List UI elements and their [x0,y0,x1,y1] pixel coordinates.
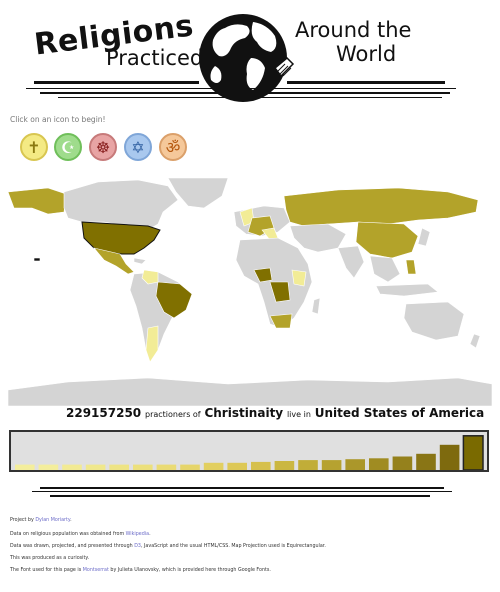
footer-line-4: This was produced as a curiosity. [10,556,90,561]
country-antarctica[interactable] [8,377,492,406]
country-bar-15[interactable] [345,459,365,470]
header-subtitle-right-line2: World [336,42,397,66]
country-australia[interactable] [403,301,465,341]
country-bar-12[interactable] [274,461,295,470]
stat-mid1: practioners of [144,410,201,419]
country-bar-11[interactable] [251,461,271,470]
religion-button-christianity[interactable]: ✝ [20,133,48,161]
country-se-asia[interactable] [369,255,401,283]
country-russia[interactable] [283,187,479,227]
author-link[interactable]: Dylan Moriarty [35,518,71,523]
country-alaska[interactable] [8,187,67,215]
header-rule [34,81,199,84]
country-congo[interactable] [269,281,291,303]
country-nigeria[interactable] [253,267,273,283]
country-bar-8[interactable] [180,464,200,470]
country-bar-18[interactable] [416,453,436,470]
footer-text: , JavaScript and the usual HTML/CSS. Map… [140,544,326,549]
country-hawaii[interactable] [33,257,41,262]
footer-line-3: Data was drawn, projected, and presented… [10,544,326,549]
country-bar-10[interactable] [227,462,247,470]
footer-text: Data on religious population was obtaine… [10,532,125,537]
footer-rule [40,487,444,489]
om-icon: ॐ [165,138,181,157]
footer-text: The Font used for this page is [10,568,82,573]
world-map [8,178,492,406]
country-japan[interactable] [417,227,431,247]
header-rule [58,97,442,98]
stat-country: United States of America [314,406,485,420]
instructions-text: Click on an icon to begin! [10,115,106,124]
country-ethiopia[interactable] [291,269,307,287]
footer-rule [32,491,452,492]
country-bar-9[interactable] [203,462,224,470]
stat-religion: Christinaity [204,406,284,420]
country-usa[interactable] [81,221,161,255]
country-bar-5[interactable] [109,464,129,470]
footer-line-5: The Font used for this page is Montserra… [10,568,271,573]
religion-button-hinduism[interactable]: ॐ [159,133,187,161]
country-bar-2[interactable] [38,464,59,470]
country-canada[interactable] [63,179,179,231]
footer-text: by Julieta Ulanovsky, which is provided … [110,568,271,573]
stat-mid2: live in [286,410,311,419]
religion-button-judaism[interactable]: ✡ [124,133,152,161]
country-bar-14[interactable] [321,460,342,470]
country-india[interactable] [337,245,365,279]
country-philippines[interactable] [405,259,417,275]
country-bar-6[interactable] [133,464,153,470]
country-bar-chart-svg [15,435,484,471]
country-bar-16[interactable] [369,458,389,470]
religion-button-islam[interactable]: ☪ [54,133,82,161]
footer-line-2: Data on religious population was obtaine… [10,532,151,537]
country-new-zealand[interactable] [469,333,481,349]
header-rule [287,81,445,84]
country-bar-chart [9,430,489,472]
country-bar-7[interactable] [156,464,177,470]
stat-count: 229157250 [66,406,142,420]
country-mexico[interactable] [93,247,135,275]
country-bar-17[interactable] [392,456,413,471]
footer-text: Data was drawn, projected, and presented… [10,544,133,549]
header-subtitle-left: Practiced [106,46,204,70]
country-brazil[interactable] [155,281,193,319]
country-indonesia[interactable] [375,283,439,297]
globe-icon [199,14,295,102]
country-bar-19[interactable] [439,444,460,470]
footer-text: . [70,518,72,523]
wikipedia-link[interactable]: Wikipedia [125,532,150,537]
country-colombia[interactable] [141,269,159,285]
font-link[interactable]: Montserrat [82,568,109,573]
country-south-africa[interactable] [269,313,293,329]
header-rule [40,92,450,94]
country-caribbean[interactable] [133,257,147,265]
cross-icon: ✝ [27,137,41,157]
footer-text: . [149,532,151,537]
footer-text: Project by [10,518,34,523]
country-central-asia[interactable] [289,223,347,253]
country-bar-13[interactable] [298,460,318,470]
country-bar-4[interactable] [85,464,106,470]
country-bar-3[interactable] [62,464,82,470]
country-greenland[interactable] [167,178,229,209]
header-subtitle-right-line1: Around the [295,18,412,42]
stat-line: 229157250 practioners of Christinaity li… [66,406,484,420]
country-bar-20[interactable] [462,435,484,470]
country-madagascar[interactable] [311,297,321,315]
country-bar-1[interactable] [15,464,35,470]
footer-rule [50,495,430,497]
country-china[interactable] [355,221,419,259]
country-argentina[interactable] [145,325,159,363]
crescent-star-icon: ☪ [60,137,76,157]
header-rule [26,88,456,89]
dharma-wheel-icon: ☸ [95,137,111,157]
star-of-david-icon: ✡ [131,137,145,157]
d3-link[interactable]: D3 [134,544,141,549]
religion-button-buddhism[interactable]: ☸ [89,133,117,161]
footer-line-1: Project by Dylan Moriarty. [10,518,72,523]
